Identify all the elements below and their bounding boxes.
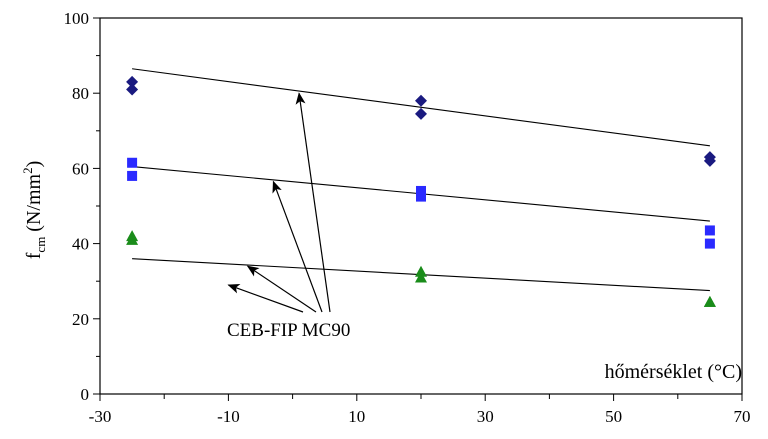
triangle-marker [126, 233, 139, 245]
annotation-arrow [295, 92, 331, 313]
x-tick-label: -30 [89, 407, 112, 426]
annotation-arrow [272, 180, 323, 313]
y-tick-label: 80 [72, 84, 89, 103]
square-marker [127, 157, 138, 168]
x-tick-label: -10 [217, 407, 240, 426]
model-line [132, 68, 710, 147]
x-tick-label: 10 [348, 407, 365, 426]
annotation-arrow [227, 284, 304, 313]
y-tick-label: 20 [72, 310, 89, 329]
y-tick-label: 100 [64, 9, 90, 28]
y-tick-label: 60 [72, 159, 89, 178]
y-axis-label-close: ) [23, 161, 45, 168]
y-axis-label: fcm (N/mm2) [20, 161, 48, 260]
diamond-marker [415, 94, 427, 107]
x-axis-ticks: -30 -10 10 30 50 70 [89, 394, 751, 426]
diamond-marker [126, 75, 139, 88]
diamond-marker [126, 83, 139, 96]
y-axis-label-sub: cm [33, 237, 48, 253]
triangle-marker [703, 295, 716, 307]
annotation-label: CEB-FIP MC90 [227, 320, 350, 341]
x-axis-label: hőmérséklet (°C) [605, 361, 742, 383]
y-axis-label-sup: 2 [20, 167, 35, 174]
square-marker [704, 225, 715, 236]
annotation-arrows [227, 92, 331, 313]
x-tick-label: 50 [605, 407, 622, 426]
data-markers [126, 75, 716, 307]
plot-frame [99, 17, 743, 395]
diamond-marker [703, 154, 716, 167]
square-marker [127, 170, 138, 181]
triangle-marker [415, 265, 427, 277]
diamond-marker [415, 107, 427, 120]
y-axis-label-main: f [23, 252, 45, 259]
y-tick-label: 40 [72, 235, 89, 254]
annotation-arrow [246, 265, 317, 313]
plot-area [99, 17, 743, 395]
x-tick-label: 70 [734, 407, 751, 426]
square-marker [704, 238, 715, 249]
square-marker [416, 185, 426, 196]
x-tick-label: 30 [477, 407, 494, 426]
y-axis-label-unit: (N/mm [23, 173, 45, 236]
y-tick-label: 0 [81, 385, 90, 404]
triangle-marker [415, 271, 427, 283]
y-axis-ticks: 0 20 40 60 80 100 [64, 9, 100, 404]
square-marker [416, 191, 426, 202]
